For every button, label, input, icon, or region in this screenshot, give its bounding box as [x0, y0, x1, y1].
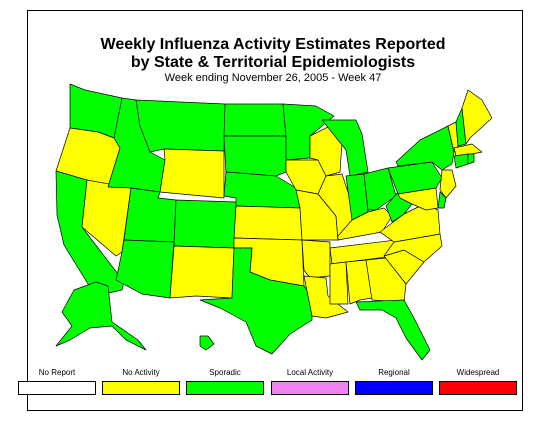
- legend-swatch: [18, 381, 96, 395]
- legend-swatch: [439, 381, 517, 395]
- state-CO: [173, 199, 237, 249]
- map-title-line2: by State & Territorial Epidemiologists: [130, 54, 416, 71]
- state-MD: [397, 187, 439, 211]
- state-MA: [453, 143, 483, 157]
- state-SD: [223, 135, 287, 177]
- state-LA: [303, 275, 349, 319]
- map-title-line1: Weekly Influenza Activity Estimates Repo…: [100, 36, 446, 53]
- state-OH: [363, 167, 397, 211]
- legend-swatch: [271, 381, 349, 395]
- state-AL: [345, 259, 373, 305]
- legend-swatch: [186, 381, 264, 395]
- state-MS: [329, 261, 349, 305]
- state-CT: [453, 153, 469, 169]
- state-GA: [365, 257, 407, 303]
- legend-label: Sporadic: [209, 368, 241, 377]
- state-NY: [395, 125, 455, 171]
- state-ND: [223, 103, 287, 137]
- legend-widespread: Widespread: [439, 368, 517, 395]
- state-TX: [199, 247, 313, 355]
- state-AZ: [115, 239, 175, 299]
- state-MT: [135, 99, 226, 153]
- state-MI: [321, 119, 369, 177]
- state-HI: [199, 335, 215, 351]
- legend-swatch: [102, 381, 180, 395]
- state-RI: [467, 153, 475, 165]
- legend-local-activity: Local Activity: [271, 368, 349, 395]
- legend-sporadic: Sporadic: [186, 368, 264, 395]
- state-DE: [437, 191, 447, 209]
- state-AK: [55, 281, 147, 351]
- legend-label: Widespread: [456, 368, 500, 377]
- legend-label: Local Activity: [286, 368, 334, 377]
- state-UT: [123, 187, 177, 243]
- state-NJ: [439, 169, 457, 199]
- legend-label: No Report: [38, 368, 76, 377]
- legend-swatch: [355, 381, 433, 395]
- legend-label: Regional: [378, 368, 410, 377]
- legend-label: No Activity: [122, 368, 160, 377]
- state-AR: [301, 239, 331, 279]
- state-NM: [169, 245, 235, 299]
- legend-no-activity: No Activity: [102, 368, 180, 395]
- state-FL: [355, 299, 431, 361]
- state-WY: [159, 148, 225, 199]
- legend-no-report: No Report: [18, 368, 96, 395]
- state-KS: [233, 205, 303, 241]
- state-ME: [461, 89, 493, 145]
- legend-regional: Regional: [355, 368, 433, 395]
- map-subtitle: Week ending November 26, 2005 - Week 47: [164, 72, 382, 84]
